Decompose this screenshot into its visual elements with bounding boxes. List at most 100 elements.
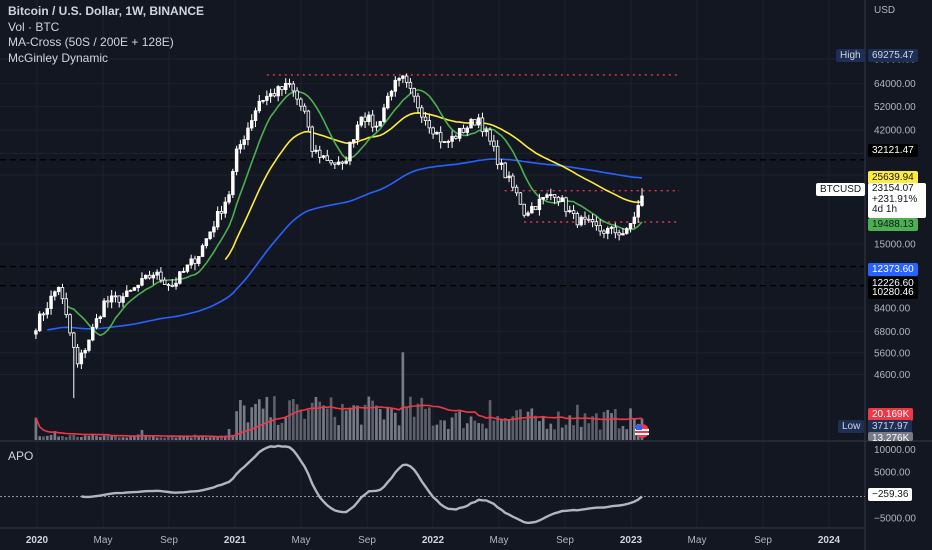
volume-bar xyxy=(310,402,314,440)
symbol-tag: BTCUSD xyxy=(816,183,866,196)
candle-body xyxy=(155,271,159,276)
candle-body xyxy=(291,83,296,92)
candle-body xyxy=(374,125,379,128)
candle-body xyxy=(476,117,481,126)
price-tick-label: 64000.00 xyxy=(874,79,916,90)
volume-bar xyxy=(42,436,45,440)
volume-bar xyxy=(549,423,553,440)
volume-bar xyxy=(201,436,204,440)
price-tick-label: 6800.00 xyxy=(874,327,911,338)
candle-body xyxy=(408,81,413,89)
ma-yellow-tag: 25639.94 xyxy=(868,171,918,184)
candle-body xyxy=(382,107,386,122)
candle-body xyxy=(613,226,618,234)
candle-body xyxy=(181,270,186,273)
volume-bar xyxy=(227,428,231,440)
candle-body xyxy=(386,95,390,109)
volume-bar xyxy=(458,411,461,440)
candle-body xyxy=(314,149,318,152)
candle-body xyxy=(72,332,76,348)
candle-body xyxy=(284,82,288,91)
volume-bar xyxy=(477,423,480,440)
candle-body xyxy=(113,295,118,298)
candle-body xyxy=(571,210,576,214)
volume-bar xyxy=(614,409,617,440)
candle-body xyxy=(306,110,311,128)
candle-body xyxy=(530,206,534,214)
time-tick-label: May xyxy=(292,535,311,546)
volume-bar xyxy=(178,435,182,440)
candle-body xyxy=(575,213,580,226)
candle-body xyxy=(223,201,227,214)
volume-bar xyxy=(98,436,102,440)
candle-body xyxy=(250,120,254,129)
candle-body xyxy=(446,140,451,143)
price-change: +231.91% xyxy=(872,193,918,205)
high-label-tag: High xyxy=(836,49,865,62)
volume-bar xyxy=(465,423,469,440)
candle-body xyxy=(295,90,299,100)
volume-bar xyxy=(114,435,117,440)
volume-bar xyxy=(329,397,333,440)
candle-body xyxy=(60,286,65,300)
volume-bar xyxy=(526,411,530,440)
low-label-tag: Low xyxy=(838,420,865,433)
candle-body xyxy=(378,121,382,127)
volume-bar xyxy=(220,435,223,440)
volume-bar xyxy=(530,408,534,440)
ma-cross-indicator-label[interactable]: MA-Cross (50S / 200E + 128E) xyxy=(8,35,174,49)
level-32121-tag: 32121.47 xyxy=(868,144,918,157)
candle-body xyxy=(435,131,439,135)
volume-bar xyxy=(390,408,393,440)
volume-bar xyxy=(617,428,621,440)
volume-bar xyxy=(572,425,575,440)
volume-bar xyxy=(538,421,541,440)
volume-bar xyxy=(598,429,602,440)
volume-bar xyxy=(155,437,159,440)
ma-blue-tag: 12373.60 xyxy=(868,263,918,276)
time-tick-label: Sep xyxy=(160,535,178,546)
volume-bar xyxy=(80,436,83,440)
volume-bar xyxy=(254,403,257,440)
mcginley-indicator-label[interactable]: McGinley Dynamic xyxy=(8,50,109,65)
time-tick-label: Sep xyxy=(358,535,376,546)
volume-bar xyxy=(170,436,174,440)
volume-bar xyxy=(208,437,212,440)
volume-bar xyxy=(371,400,374,440)
chart-legend: Bitcoin / U.S. Dollar, 1W, BINANCE Vol ·… xyxy=(8,4,204,66)
candle-body xyxy=(598,225,602,232)
volume-bar xyxy=(583,413,587,440)
volume-bar xyxy=(348,407,352,440)
volume-ma-line xyxy=(35,404,643,438)
volume-bar xyxy=(216,437,220,440)
volume-bar xyxy=(212,436,216,440)
candle-body xyxy=(621,233,625,236)
candle-body xyxy=(457,127,462,139)
volume-bar xyxy=(454,412,458,440)
volume-bar xyxy=(284,416,288,440)
volume-bar xyxy=(322,405,325,440)
volume-bar xyxy=(610,413,613,440)
candle-body xyxy=(174,282,178,287)
time-tick-label: May xyxy=(688,535,707,546)
candle-body xyxy=(34,330,38,335)
candle-body xyxy=(272,93,277,97)
candle-body xyxy=(401,75,405,79)
volume-bar xyxy=(557,411,560,440)
apo-indicator-label[interactable]: APO xyxy=(8,449,34,463)
volume-bar xyxy=(288,400,291,440)
volume-bar xyxy=(515,410,518,440)
currency-unit[interactable]: USD xyxy=(874,5,896,16)
volume-bar xyxy=(303,418,306,440)
volume-bar xyxy=(189,437,193,440)
volume-bar xyxy=(53,431,57,440)
candle-body xyxy=(68,314,72,334)
volume-indicator-label[interactable]: Vol · BTC xyxy=(8,19,60,34)
volume-bar xyxy=(606,409,610,440)
volume-bar xyxy=(239,399,242,440)
candle-body xyxy=(587,218,591,221)
volume-bar xyxy=(95,435,98,440)
candle-body xyxy=(329,160,333,164)
symbol-title[interactable]: Bitcoin / U.S. Dollar, 1W, BINANCE xyxy=(8,4,205,18)
